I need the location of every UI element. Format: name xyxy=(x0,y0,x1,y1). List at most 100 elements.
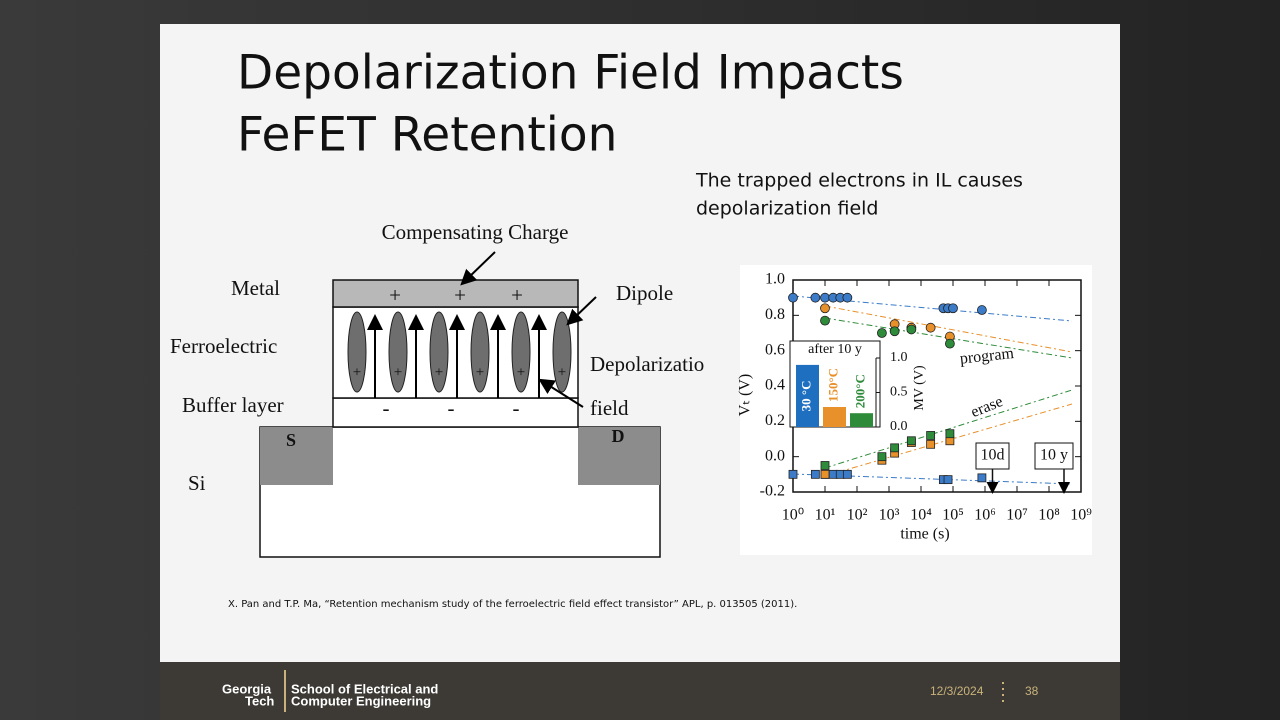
bar xyxy=(823,406,846,427)
data-point xyxy=(943,475,953,485)
diagram-label: S xyxy=(286,430,296,450)
bar-label: 150°C xyxy=(825,368,840,402)
charge-sign: - xyxy=(448,396,455,420)
data-point xyxy=(977,473,987,483)
charge-sign: + xyxy=(517,364,525,380)
diagram-label: Si xyxy=(188,471,206,495)
footer: Georgia Tech School of Electrical and Co… xyxy=(222,670,1039,712)
diagram-label: Buffer layer xyxy=(182,393,284,417)
data-point xyxy=(820,315,830,326)
annotation: 10d xyxy=(981,447,1005,464)
data-point xyxy=(820,469,830,479)
x-tick-label: 10² xyxy=(847,507,868,524)
diagram-label: Depolarizatio xyxy=(590,352,704,376)
data-point xyxy=(906,324,917,335)
bar xyxy=(796,364,819,427)
data-point xyxy=(948,303,958,314)
arrow xyxy=(538,378,584,408)
title-line: Depolarization Field Impacts xyxy=(237,46,904,101)
logo-text: Georgia xyxy=(222,681,272,696)
diagram-label: Compensating Charge xyxy=(382,220,569,244)
data-point xyxy=(945,429,955,439)
bar xyxy=(850,413,873,427)
dipole xyxy=(347,311,367,393)
note-line: The trapped electrons in IL causes xyxy=(695,170,1023,192)
logo-text: Tech xyxy=(245,693,274,708)
data-point xyxy=(889,326,900,337)
bar-label: 30 °C xyxy=(798,381,813,412)
y-tick-label: 0.2 xyxy=(765,412,785,429)
x-tick-label: 10³ xyxy=(879,507,900,524)
buffer-layer xyxy=(332,397,579,428)
inset-tick-label: 0.5 xyxy=(890,385,908,400)
data-point xyxy=(926,439,936,449)
annotation: program xyxy=(959,345,1015,368)
charge-sign: + xyxy=(389,283,401,307)
data-point xyxy=(926,431,936,440)
data-point xyxy=(877,452,887,462)
arrow xyxy=(460,251,496,286)
data-point xyxy=(788,292,798,303)
footer-band xyxy=(160,662,1120,720)
dipoles xyxy=(347,311,572,393)
x-tick-label: 10⁰ xyxy=(782,507,804,524)
charge-sign: + xyxy=(476,364,484,380)
dipole xyxy=(511,311,531,393)
fit-line xyxy=(824,389,1073,469)
inset-tick-label: 0.0 xyxy=(890,419,908,434)
data-point xyxy=(925,322,936,333)
inset-title: after 10 y xyxy=(808,342,862,357)
title-line: FeFET Retention xyxy=(237,108,617,163)
inset-tick-label: 1.0 xyxy=(890,350,908,365)
annotation-box xyxy=(1034,442,1074,470)
x-axis-label: time (s) xyxy=(900,526,949,543)
annotation-box xyxy=(975,442,1010,470)
diagram-label: Ferroelectric xyxy=(170,334,277,358)
data-point xyxy=(877,328,887,338)
metal-layer xyxy=(332,279,579,308)
charge-sign: + xyxy=(353,364,361,380)
bar-label: 200°C xyxy=(852,374,867,408)
data-point xyxy=(944,338,955,349)
arrow xyxy=(566,296,597,326)
diagram-label: Dipole xyxy=(616,281,673,305)
x-tick-label: 10⁵ xyxy=(942,507,964,524)
page-number: 38 xyxy=(1025,684,1039,698)
data-point xyxy=(906,436,916,446)
ferroelectric-layer xyxy=(332,306,579,399)
dipole xyxy=(552,311,572,393)
school-text: School of Electrical and xyxy=(291,681,438,696)
charge-sign: - xyxy=(383,396,390,420)
data-point xyxy=(820,292,830,303)
charge-sign: + xyxy=(454,283,466,307)
data-point xyxy=(842,292,853,303)
source-region xyxy=(260,427,333,485)
y-tick-label: 0.4 xyxy=(765,377,785,394)
y-tick-label: 0.8 xyxy=(765,306,785,323)
x-tick-label: 10⁹ xyxy=(1070,507,1092,524)
data-point xyxy=(810,292,821,303)
dipole xyxy=(429,311,449,393)
retention-chart: 10⁰ 10¹ 10² 10³ 10⁴ 10⁵ 10⁶ 10⁷ 10⁸ 10⁹ -0.2 0.0 0.2… xyxy=(737,265,1092,555)
charge-sign: - xyxy=(513,396,520,420)
charge-sign: + xyxy=(435,364,443,380)
charge-sign: + xyxy=(511,283,523,307)
citation: X. Pan and T.P. Ma, “Retention mechanism… xyxy=(228,599,797,610)
note-line: depolarization field xyxy=(696,198,879,220)
dipole xyxy=(470,311,490,393)
annotation: 10 y xyxy=(1040,447,1068,464)
y-tick-label: 0.0 xyxy=(765,447,785,464)
y-tick-label: -0.2 xyxy=(760,483,785,500)
x-tick-label: 10⁶ xyxy=(974,507,996,524)
x-tick-label: 10⁴ xyxy=(910,507,932,524)
diagram-label: Metal xyxy=(231,276,280,300)
drain-region xyxy=(578,427,660,485)
x-tick-label: 10⁷ xyxy=(1006,507,1028,524)
diagram-label: field xyxy=(590,396,629,420)
diagram-label: D xyxy=(612,426,625,446)
field-arrows xyxy=(367,251,597,408)
school-text: Computer Engineering xyxy=(291,693,431,708)
data-point xyxy=(890,443,900,453)
device-diagram: + + + + + + + + + - - - Compensating Cha… xyxy=(170,220,704,558)
data-point xyxy=(842,469,852,479)
